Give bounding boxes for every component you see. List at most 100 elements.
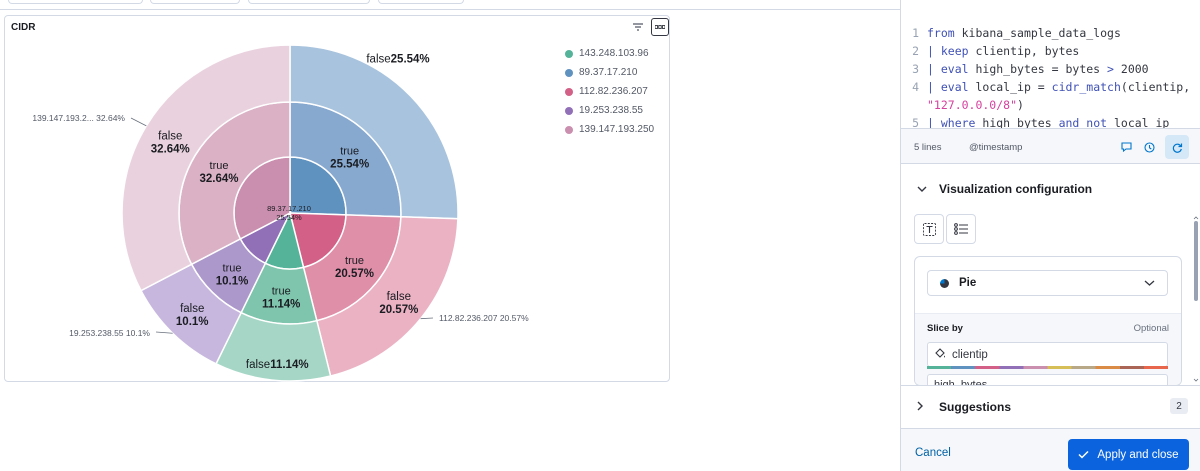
legend-color-dot (565, 125, 573, 134)
code-token: local_ip (1107, 116, 1170, 128)
panel-actions (629, 18, 669, 36)
legend-item[interactable]: 139.147.193.250 (565, 120, 654, 139)
slice-label: true (223, 262, 242, 274)
legend-label: 112.82.236.207 (579, 86, 648, 97)
code-line[interactable]: 4 | eval local_ip = cidr_match(clientip, (901, 78, 1190, 96)
toolbar-button[interactable] (8, 0, 143, 4)
toolbar-button[interactable] (150, 0, 240, 4)
dimension-clientip[interactable]: clientip (927, 342, 1168, 367)
suggestions-count-badge: 2 (1170, 398, 1188, 414)
check-icon (1078, 448, 1089, 462)
options-icon[interactable] (651, 18, 669, 36)
callout-line (420, 317, 434, 320)
code-token: cidr_match (1051, 80, 1121, 94)
callout-line (130, 117, 147, 127)
callout-line (155, 331, 173, 334)
legend-item[interactable]: 112.82.236.207 (565, 82, 654, 101)
suggestions-toggle[interactable]: Suggestions (917, 400, 1011, 414)
slice-by-group: Slice by Optional clientip high_bytes (915, 313, 1181, 385)
query-editor[interactable]: 1 from kibana_sample_data_logs 2 | keep cli… (901, 0, 1200, 128)
code-token: | (927, 44, 941, 58)
editor-footer: 5 lines @timestamp (901, 128, 1200, 164)
chart-panel: CIDR 89.37.17.210 25.54% true 25.54% true 20.… (4, 15, 670, 382)
scroll-thumb[interactable] (1194, 221, 1198, 301)
legend-label: 19.253.238.55 (579, 105, 643, 116)
outer-slice[interactable] (121, 44, 291, 292)
code-token: where (940, 116, 976, 128)
flyout-footer: Cancel Apply and close (901, 428, 1200, 471)
code-line[interactable]: 1 from kibana_sample_data_logs (901, 24, 1190, 42)
legend-color-dot (565, 49, 573, 58)
apply-and-close-button[interactable]: Apply and close (1068, 439, 1189, 470)
slice-label: false (246, 359, 270, 371)
code-token: high_bytes (975, 116, 1059, 128)
legend-label: 143.248.103.96 (579, 48, 649, 59)
callout-label: 139.147.193.2... 32.64% (32, 113, 125, 123)
text-settings-button[interactable] (914, 214, 944, 244)
code-token: and not (1058, 116, 1108, 128)
slice-label: false (366, 54, 390, 66)
legend-item[interactable]: 89.37.17.210 (565, 63, 654, 82)
legend-settings-button[interactable] (946, 214, 976, 244)
code-line[interactable]: 3 | eval high_bytes = bytes > 2000 (901, 60, 1190, 78)
suggestions-title: Suggestions (939, 400, 1012, 414)
slice-percent: 25.54% (391, 54, 430, 66)
code-lines[interactable]: 1 from kibana_sample_data_logs 2 | keep cli… (901, 24, 1190, 128)
slice-percent: 11.14% (270, 359, 308, 371)
comment-icon[interactable] (1117, 138, 1135, 156)
slice-label: false (158, 130, 182, 142)
slice-percent: 25.54% (276, 213, 302, 222)
chevron-right-icon (917, 401, 929, 414)
slice-percent: 20.57% (335, 268, 374, 280)
code-token: from (927, 26, 955, 40)
esql-flyout: 1 from kibana_sample_data_logs 2 | keep cli… (900, 0, 1200, 471)
workspace: CIDR 89.37.17.210 25.54% true 25.54% true 20.… (0, 0, 900, 382)
line-number: 4 (912, 80, 919, 94)
code-token: > (1107, 62, 1114, 76)
code-token: | (927, 80, 941, 94)
legend-item[interactable]: 19.253.238.55 (565, 101, 654, 120)
code-token: local_ip = (968, 80, 1052, 94)
chevron-down-icon (1144, 278, 1155, 289)
slice-percent: 10.1% (176, 316, 209, 328)
line-number: 3 (912, 62, 919, 76)
slice-label: true (210, 160, 229, 172)
slice-by-label: Slice by (927, 323, 963, 334)
toolbar-button[interactable] (248, 0, 370, 4)
cancel-button[interactable]: Cancel (915, 447, 951, 459)
visualization-config-toggle[interactable]: Visualization configuration (917, 182, 1092, 196)
pie-chart[interactable]: 89.37.17.21025.54%true25.54%true20.57%tr… (5, 16, 671, 383)
code-token: | (927, 62, 941, 76)
code-line[interactable]: 2 | keep clientip, bytes (901, 42, 1190, 60)
callout-label: 19.253.238.55 10.1% (69, 328, 150, 338)
editor-top-strip (901, 0, 1200, 8)
chart-type-select[interactable]: Pie (927, 270, 1168, 296)
code-line[interactable]: "127.0.0.0/8") (901, 96, 1190, 114)
callout-label: 112.82.236.207 20.57% (439, 313, 529, 323)
slice-label: false (387, 291, 411, 303)
dimension-high-bytes[interactable]: high_bytes (927, 374, 1168, 385)
line-number: 2 (912, 44, 919, 58)
slice-percent: 32.64% (151, 143, 190, 155)
filter-icon[interactable] (629, 18, 647, 36)
slice-percent: 32.64% (200, 173, 239, 185)
optional-label: Optional (1133, 323, 1169, 334)
code-token: eval (940, 62, 969, 76)
config-scrollbar[interactable] (1193, 215, 1199, 383)
chevron-down-icon (917, 184, 929, 195)
code-token: high_bytes = bytes (968, 62, 1108, 76)
timestamp-field[interactable]: @timestamp (969, 142, 1023, 153)
code-token: clientip, bytes (968, 44, 1080, 58)
refresh-icon[interactable] (1165, 135, 1189, 159)
slice-percent: 11.14% (262, 299, 300, 311)
toolbar-button[interactable] (378, 0, 464, 4)
code-token: 2000 (1113, 62, 1149, 76)
legend-label: 89.37.17.210 (579, 67, 638, 78)
code-token: | (927, 116, 941, 128)
paint-bucket-icon (934, 347, 946, 362)
legend-item[interactable]: 143.248.103.96 (565, 44, 654, 63)
toolbar-strip (0, 0, 900, 10)
history-icon[interactable] (1140, 138, 1158, 156)
code-line[interactable]: 5 | where high_bytes and not local_ip (901, 114, 1190, 128)
code-token: ) (1017, 98, 1024, 112)
